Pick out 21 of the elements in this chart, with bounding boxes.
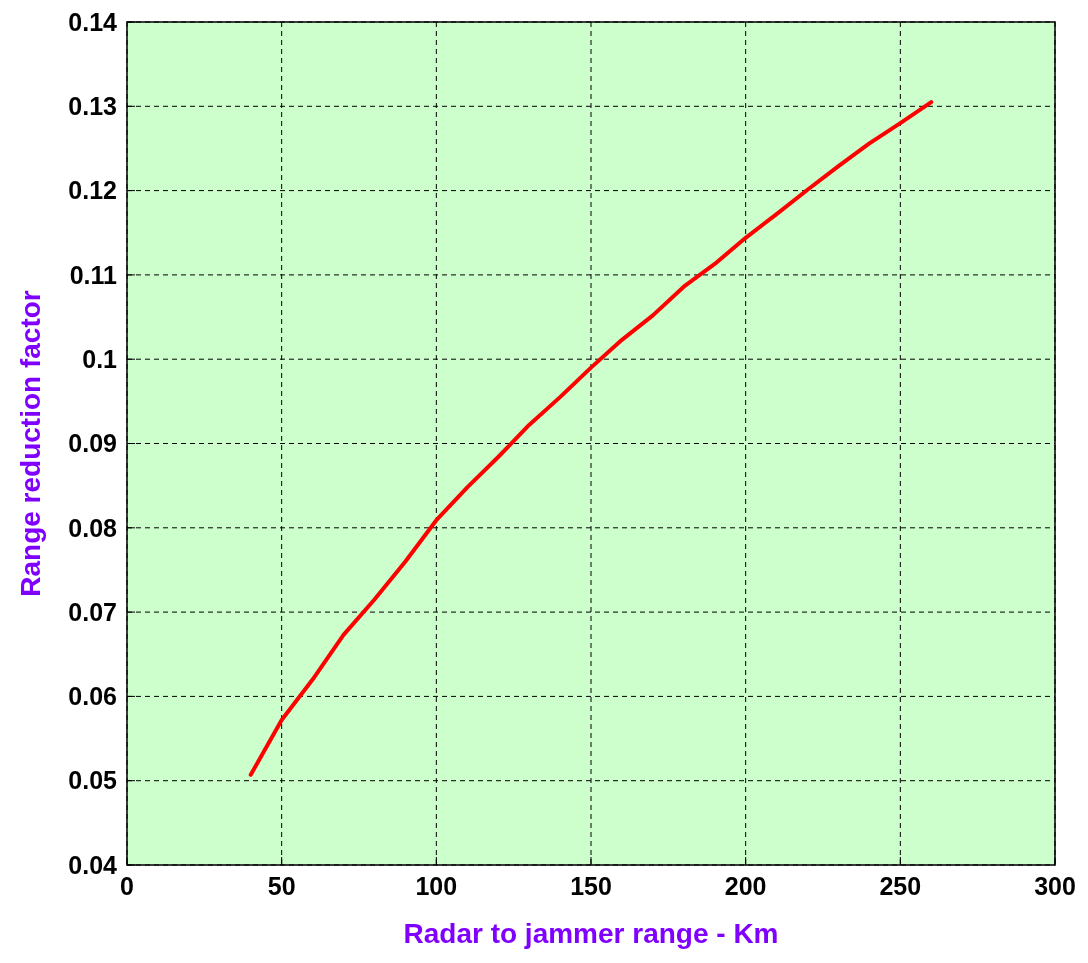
- y-tick-label: 0.04: [68, 850, 118, 879]
- y-tick-label: 0.13: [68, 92, 117, 121]
- y-tick-label: 0.07: [68, 597, 117, 626]
- x-tick-label: 100: [415, 872, 458, 900]
- y-axis-title: Range reduction factor: [15, 290, 46, 597]
- y-tick-label: 0.06: [68, 682, 117, 711]
- y-tick-label: 0.08: [68, 513, 118, 542]
- x-tick-label: 200: [724, 872, 767, 900]
- x-tick-label: 300: [1034, 872, 1076, 900]
- x-axis-title: Radar to jammer range - Km: [403, 918, 779, 949]
- y-tick-label: 0.12: [68, 176, 117, 205]
- x-tick-label: 250: [879, 872, 922, 900]
- x-tick-label: 50: [267, 872, 296, 900]
- line-series: [248, 100, 934, 777]
- y-tick-label: 0.14: [68, 7, 118, 36]
- y-tick-label: 0.11: [69, 260, 118, 289]
- y-tick-label: 0.05: [68, 766, 118, 795]
- x-tick-label: 0: [120, 872, 134, 900]
- y-tick-label: 0.09: [68, 429, 117, 458]
- x-tick-label: 150: [570, 872, 612, 900]
- y-tick-label: 0.1: [82, 344, 118, 373]
